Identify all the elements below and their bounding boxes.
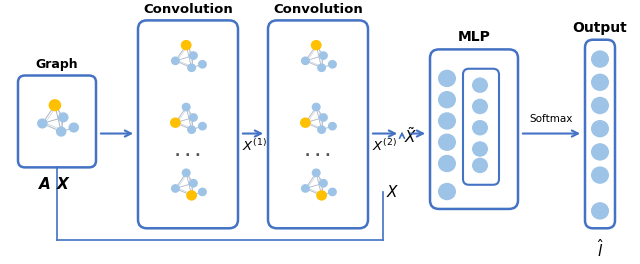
Circle shape <box>171 184 180 193</box>
Circle shape <box>56 126 67 137</box>
Circle shape <box>187 125 196 134</box>
Circle shape <box>328 188 337 196</box>
Circle shape <box>180 40 191 50</box>
Circle shape <box>472 99 488 114</box>
Circle shape <box>591 143 609 161</box>
Circle shape <box>591 97 609 114</box>
Text: Convolution: Convolution <box>143 3 233 16</box>
Circle shape <box>58 112 68 122</box>
Circle shape <box>170 117 181 128</box>
FancyBboxPatch shape <box>585 40 615 228</box>
Text: $\tilde{\mathit{X}}$: $\tilde{\mathit{X}}$ <box>404 126 417 147</box>
Circle shape <box>182 168 191 177</box>
Circle shape <box>591 166 609 184</box>
Text: $\mathit{X}^{(1)}$: $\mathit{X}^{(1)}$ <box>242 138 267 154</box>
Circle shape <box>171 56 180 65</box>
Circle shape <box>189 51 198 60</box>
Circle shape <box>591 202 609 220</box>
Circle shape <box>198 188 207 196</box>
Circle shape <box>317 63 326 72</box>
Circle shape <box>68 122 79 133</box>
Circle shape <box>438 134 456 151</box>
Circle shape <box>301 184 310 193</box>
Text: MLP: MLP <box>458 30 490 44</box>
Circle shape <box>198 60 207 69</box>
Text: X: X <box>57 177 69 192</box>
Circle shape <box>316 190 327 201</box>
Circle shape <box>49 99 61 111</box>
Text: A: A <box>39 177 51 192</box>
Circle shape <box>328 122 337 130</box>
Circle shape <box>312 168 321 177</box>
Circle shape <box>438 112 456 130</box>
Text: · · ·: · · · <box>305 149 331 163</box>
FancyBboxPatch shape <box>268 20 368 228</box>
Circle shape <box>319 179 328 188</box>
Text: Convolution: Convolution <box>273 3 363 16</box>
Text: Output: Output <box>573 21 627 35</box>
Circle shape <box>472 120 488 135</box>
Circle shape <box>189 113 198 122</box>
Circle shape <box>311 40 321 50</box>
Text: Graph: Graph <box>36 58 78 71</box>
Circle shape <box>438 155 456 172</box>
Circle shape <box>182 103 191 111</box>
Text: $\mathit{X}^{(2)}$: $\mathit{X}^{(2)}$ <box>372 138 397 154</box>
Circle shape <box>319 51 328 60</box>
FancyBboxPatch shape <box>18 76 96 167</box>
Circle shape <box>312 103 321 111</box>
Circle shape <box>317 125 326 134</box>
Circle shape <box>591 50 609 68</box>
Circle shape <box>472 141 488 157</box>
Circle shape <box>189 179 198 188</box>
Circle shape <box>186 190 197 201</box>
Circle shape <box>438 70 456 87</box>
Circle shape <box>472 158 488 173</box>
Circle shape <box>319 113 328 122</box>
Text: Softmax: Softmax <box>530 114 573 124</box>
Circle shape <box>300 117 311 128</box>
Circle shape <box>438 91 456 109</box>
Circle shape <box>198 122 207 130</box>
FancyBboxPatch shape <box>430 49 518 209</box>
Circle shape <box>438 183 456 200</box>
Circle shape <box>301 56 310 65</box>
Circle shape <box>472 77 488 93</box>
Circle shape <box>591 120 609 137</box>
Circle shape <box>591 74 609 91</box>
FancyBboxPatch shape <box>463 69 499 185</box>
Circle shape <box>328 60 337 69</box>
Text: $\hat{l}$: $\hat{l}$ <box>596 238 604 260</box>
Circle shape <box>37 118 47 129</box>
Text: · · ·: · · · <box>175 149 201 163</box>
Circle shape <box>187 63 196 72</box>
Text: $\mathit{X}$: $\mathit{X}$ <box>386 183 399 200</box>
FancyBboxPatch shape <box>138 20 238 228</box>
